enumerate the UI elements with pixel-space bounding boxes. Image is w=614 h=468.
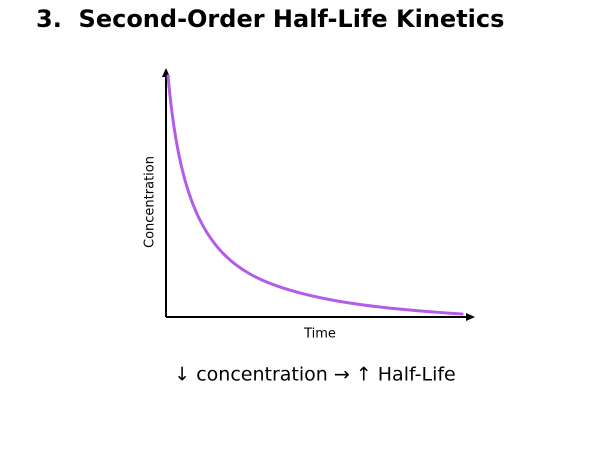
caption: ↓ concentration → ↑ Half-Life (174, 364, 455, 386)
y-axis-label: Concentration (143, 156, 158, 248)
x-axis-arrow (466, 313, 475, 321)
slide-title: 3. Second-Order Half-Life Kinetics (36, 5, 504, 33)
graph: Concentration Time (143, 68, 475, 342)
decay-curve (166, 74, 464, 316)
x-axis-label: Time (303, 327, 336, 342)
